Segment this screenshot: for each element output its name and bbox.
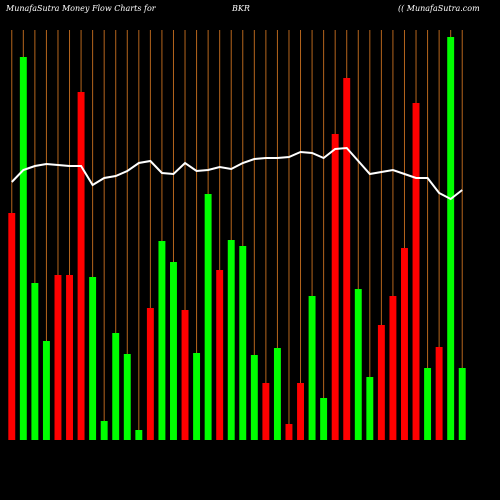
bar [354,289,362,440]
chart-title: MunafaSutra Money Flow Charts for [5,4,157,13]
bar [77,92,85,440]
bar [297,383,304,440]
bar [250,355,258,440]
bar [66,275,73,440]
bar [320,398,328,440]
bar [170,262,177,440]
bar [424,368,432,440]
bar [377,325,385,440]
chart-subtitle: BKR [231,4,250,13]
bar [435,347,443,440]
bar [193,353,201,440]
bar [204,194,212,440]
bar [458,368,466,440]
bar [135,430,143,440]
bar [158,241,166,440]
bar [389,296,397,440]
bar [285,424,293,440]
bar [239,246,247,440]
bar [8,213,16,440]
bar [401,248,408,440]
bar [19,57,27,440]
bar [447,37,455,440]
bar [112,333,120,440]
bar [89,277,97,440]
bar [181,310,189,440]
bar [123,354,131,440]
bar [343,78,351,440]
bar [146,308,154,440]
bar [54,275,62,440]
bar [331,134,339,440]
bar [366,377,374,440]
bar [42,341,50,440]
bar [227,240,235,440]
source-label: (( MunafaSutra.com [398,4,480,13]
money-flow-line [11,146,463,201]
bar [100,421,108,440]
bar [262,383,270,440]
bar [216,270,224,440]
bar [308,296,316,440]
bar [31,283,39,440]
bar [412,103,420,440]
bar [273,348,281,440]
